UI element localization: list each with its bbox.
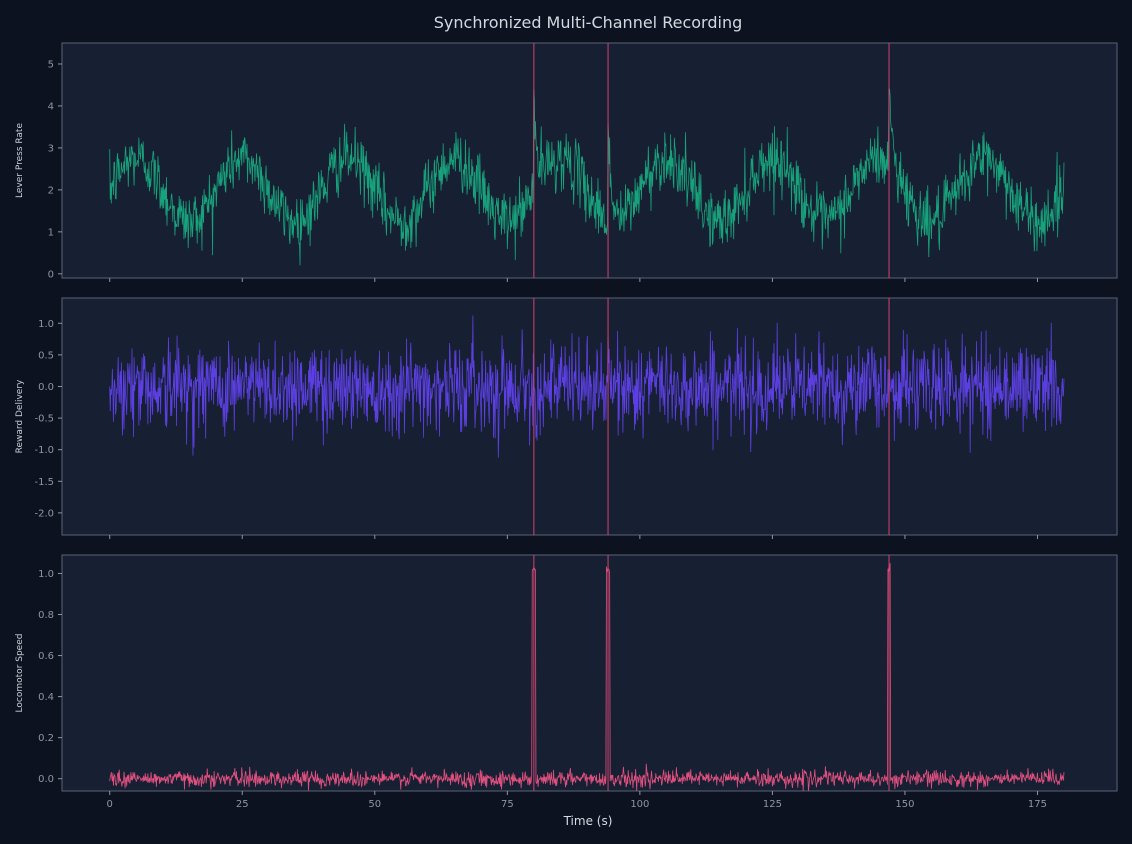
y-tick-label: 2	[48, 185, 54, 196]
chart-title: Synchronized Multi-Channel Recording	[434, 13, 742, 32]
y-tick-label: 0	[48, 269, 54, 280]
lever-series-line	[109, 88, 1065, 266]
y-tick-label: -0.5	[34, 414, 54, 425]
y-tick-label: 0.5	[38, 350, 54, 361]
locomotor-speed-panel: 0.0 0.2 0.4 0.6 0.8 1.0 Locomotor Speed	[15, 554, 1118, 795]
y-tick-label: 1.0	[38, 569, 54, 580]
y-tick-label: -2.0	[34, 508, 54, 519]
x-axis-label: Time (s)	[563, 814, 613, 828]
reward-delivery-panel-background	[61, 297, 1118, 536]
locomotor-speed-panel-background	[61, 554, 1118, 792]
locomotor-series-line	[109, 563, 1065, 791]
x-tick-label: 50	[368, 799, 381, 810]
lever-press-panel: 0 1 2 3 4 5 Lever Press Rate	[15, 42, 1118, 282]
y-tick-label: -1.0	[34, 445, 54, 456]
reward-delivery-panel: -2.0 -1.5 -1.0 -0.5 0.0 0.5 1.0 Reward Delivery	[15, 297, 1118, 539]
x-tick-label: 175	[1028, 799, 1047, 810]
x-tick-label: 100	[630, 799, 649, 810]
x-tick-label: 75	[501, 799, 514, 810]
y-tick-label: 0.0	[38, 774, 54, 785]
y-tick-label: 4	[48, 101, 54, 112]
y-tick-label: 5	[48, 59, 54, 70]
y-tick-label: 0.6	[38, 651, 54, 662]
x-tick-label: 150	[895, 799, 914, 810]
y-tick-label: 0.4	[38, 692, 54, 703]
locomotor-speed-panel-y-label: Locomotor Speed	[15, 634, 25, 713]
x-tick-label: 125	[763, 799, 782, 810]
y-tick-label: 0.2	[38, 733, 54, 744]
lever-press-panel-background	[61, 42, 1118, 279]
reward-series-line	[109, 315, 1065, 458]
y-tick-label: 0.0	[38, 382, 54, 393]
x-tick-label: 25	[236, 799, 249, 810]
y-tick-label: 1	[48, 227, 54, 238]
y-tick-label: 3	[48, 143, 54, 154]
lever-press-panel-y-label: Lever Press Rate	[15, 123, 25, 198]
x-tick-label: 0	[107, 799, 113, 810]
y-tick-label: -1.5	[34, 477, 54, 488]
y-tick-label: 1.0	[38, 319, 54, 330]
y-tick-label: 0.8	[38, 610, 54, 621]
reward-delivery-panel-y-label: Reward Delivery	[15, 379, 25, 453]
